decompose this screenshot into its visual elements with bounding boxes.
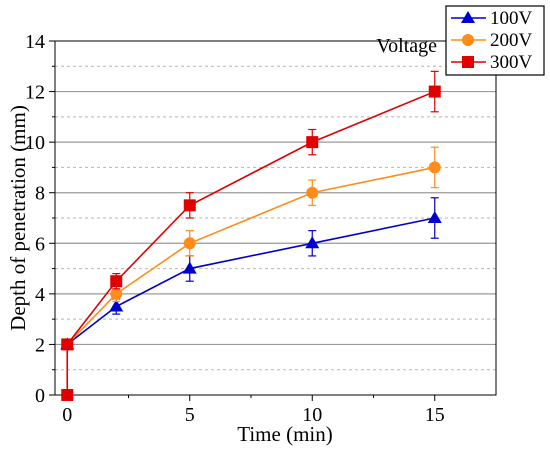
y-tick-label: 4	[35, 284, 45, 306]
y-tick-label: 10	[25, 132, 45, 154]
x-tick-label: 5	[185, 404, 195, 426]
legend-marker	[461, 11, 475, 23]
x-tick-label: 15	[425, 404, 445, 426]
legend-item-100V: 100V	[451, 8, 533, 29]
legend-label: 100V	[490, 8, 533, 29]
data-point	[110, 275, 123, 288]
axes: 0 2 4 6 8 10 12 14 0 5 10 15	[25, 31, 497, 426]
data-point	[183, 199, 196, 212]
series-group	[60, 70, 442, 401]
x-axis: 0 5 10 15	[62, 395, 445, 426]
legend-marker	[462, 56, 474, 68]
data-point	[109, 299, 124, 312]
series-200V	[61, 146, 441, 351]
legend-label: 200V	[490, 30, 533, 51]
y-tick-label: 12	[25, 82, 45, 104]
data-point	[306, 186, 319, 199]
y-tick-label: 0	[35, 385, 45, 407]
data-point	[61, 338, 74, 351]
y-axis-title: Depth of penetration (mm)	[6, 105, 30, 331]
series-line	[66, 217, 435, 346]
y-tick-label: 14	[25, 31, 45, 53]
legend-label: 300V	[490, 52, 533, 73]
x-tick-label: 0	[62, 404, 72, 426]
y-tick-label: 2	[35, 334, 45, 356]
legend-item-300V: 300V	[451, 52, 533, 73]
data-point	[182, 261, 197, 274]
data-point	[110, 287, 123, 300]
data-point	[183, 237, 196, 250]
x-tick-label: 10	[302, 404, 322, 426]
data-point	[305, 236, 320, 249]
data-point	[428, 161, 441, 174]
legend-item-200V: 200V	[451, 30, 533, 51]
series-line	[66, 90, 436, 395]
legend-marker	[462, 34, 474, 46]
legend-title: Voltage	[376, 35, 437, 57]
grid	[55, 65, 496, 371]
data-point	[428, 85, 441, 98]
y-tick-label: 8	[35, 183, 45, 205]
data-point	[61, 389, 74, 401]
y-tick-label: 6	[35, 233, 45, 255]
x-axis-title: Time (min)	[237, 422, 332, 446]
data-point	[427, 211, 442, 223]
data-point	[306, 136, 319, 149]
y-axis: 0 2 4 6 8 10 12 14	[25, 31, 55, 407]
series-300V	[61, 70, 441, 401]
